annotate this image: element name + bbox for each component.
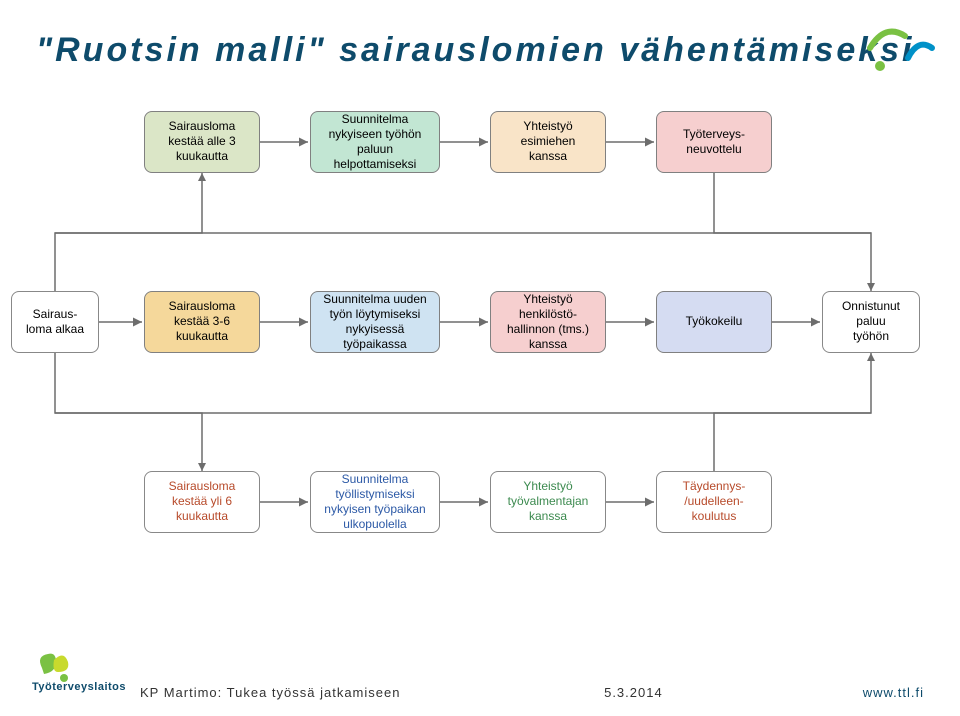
flow-box-r1b3: Yhteistyö esimiehen kanssa	[490, 111, 606, 173]
flow-box-r1b2: Suunnitelma nykyiseen työhön paluun help…	[310, 111, 440, 173]
flow-box-r1b4: Työterveys- neuvottelu	[656, 111, 772, 173]
flow-box-r2b4: Työkokeilu	[656, 291, 772, 353]
decorative-graphic	[860, 18, 940, 78]
footer-url: www.ttl.fi	[863, 685, 924, 700]
flow-box-r2b5: Onnistunut paluu työhön	[822, 291, 920, 353]
flowchart-canvas: Sairausloma kestää alle 3 kuukautta Suunn…	[36, 91, 924, 591]
flow-box-r3b3: Yhteistyö työvalmentajan kanssa	[490, 471, 606, 533]
footer: KP Martimo: Tukea työssä jatkamiseen 5.3…	[0, 678, 960, 716]
flow-box-r3b2: Suunnitelma työllistymiseksi nykyisen ty…	[310, 471, 440, 533]
slide: "Ruotsin malli" sairauslomien vähentämis…	[0, 0, 960, 716]
flow-box-r2b0: Sairaus- loma alkaa	[11, 291, 99, 353]
slide-title: "Ruotsin malli" sairauslomien vähentämis…	[36, 30, 924, 71]
footer-left: KP Martimo: Tukea työssä jatkamiseen	[140, 685, 604, 700]
flow-box-r3b1: Sairausloma kestää yli 6 kuukautta	[144, 471, 260, 533]
flow-box-r2b3: Yhteistyö henkilöstö- hallinnon (tms.) k…	[490, 291, 606, 353]
flow-box-r3b4: Täydennys- /uudelleen- koulutus	[656, 471, 772, 533]
flow-box-r2b1: Sairausloma kestää 3-6 kuukautta	[144, 291, 260, 353]
flow-box-r2b2: Suunnitelma uuden työn löytymiseksi nyky…	[310, 291, 440, 353]
flow-box-r1b1: Sairausloma kestää alle 3 kuukautta	[144, 111, 260, 173]
footer-date: 5.3.2014	[604, 685, 663, 700]
